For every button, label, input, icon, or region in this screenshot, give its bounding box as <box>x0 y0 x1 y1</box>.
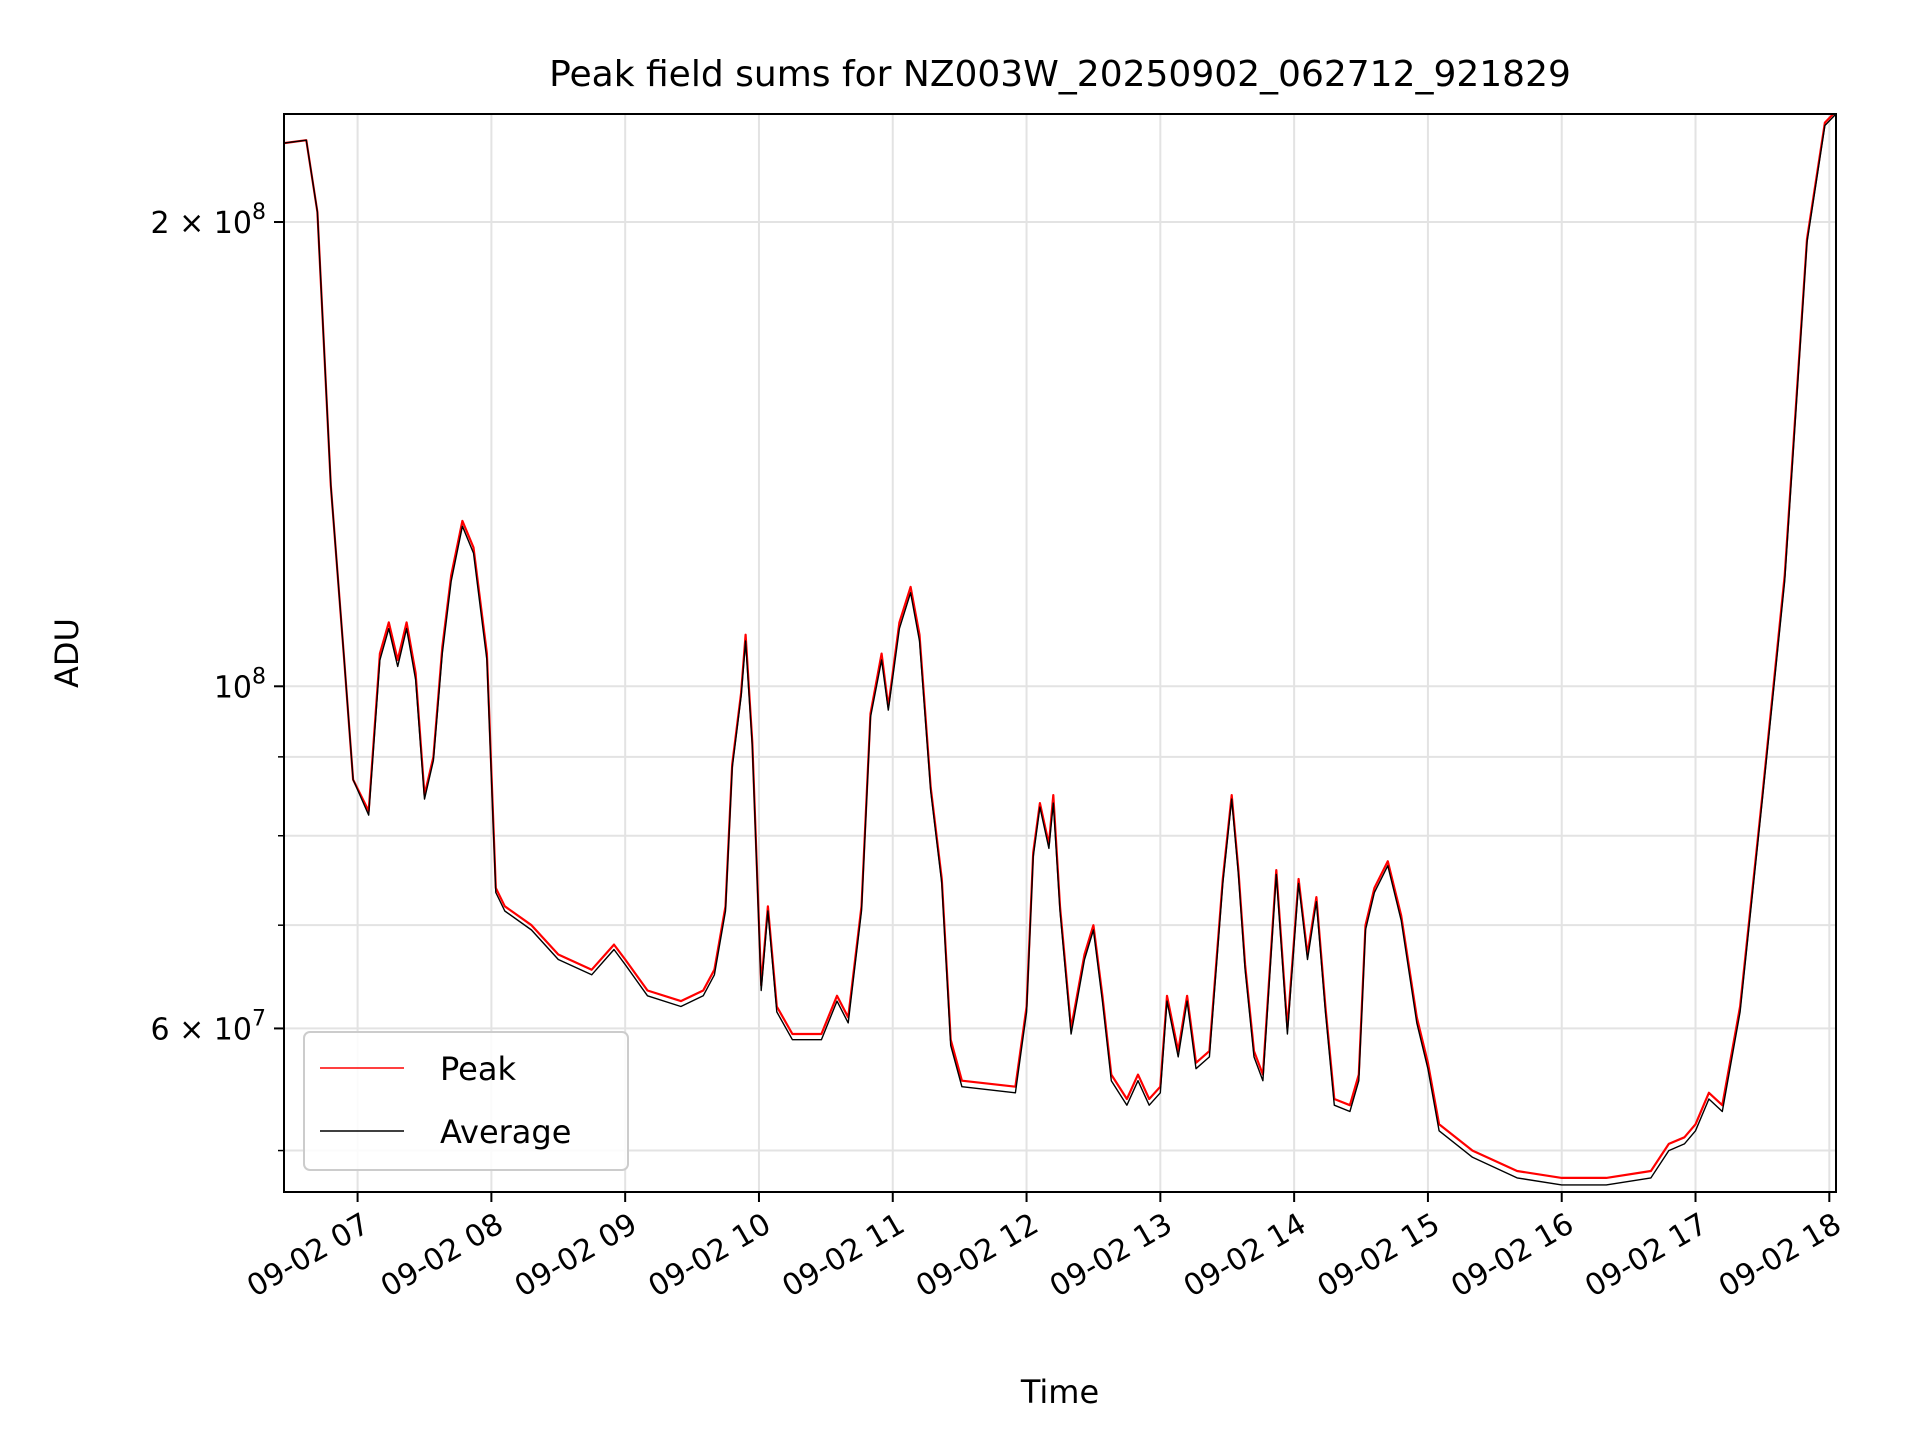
legend-label-peak: Peak <box>440 1050 516 1088</box>
y-axis-label: ADU <box>48 618 86 688</box>
series-layer <box>284 114 1836 1186</box>
legend: Peak Average <box>303 1031 629 1171</box>
y-tick-label: 6 × 107 <box>151 1006 266 1047</box>
legend-box <box>303 1031 629 1171</box>
y-tick-label: 108 <box>214 664 266 705</box>
y-tick-label: 2 × 108 <box>151 200 266 241</box>
plot-frame <box>283 113 1837 1193</box>
chart-title: Peak field sums for NZ003W_20250902_0627… <box>549 54 1571 95</box>
legend-label-average: Average <box>440 1113 571 1151</box>
series-line-average <box>284 114 1836 1186</box>
grid-lines <box>284 114 1836 1192</box>
y-axis: 2 × 108 108 6 × 107 <box>151 200 284 1152</box>
x-axis-label: Time <box>1020 1373 1099 1411</box>
